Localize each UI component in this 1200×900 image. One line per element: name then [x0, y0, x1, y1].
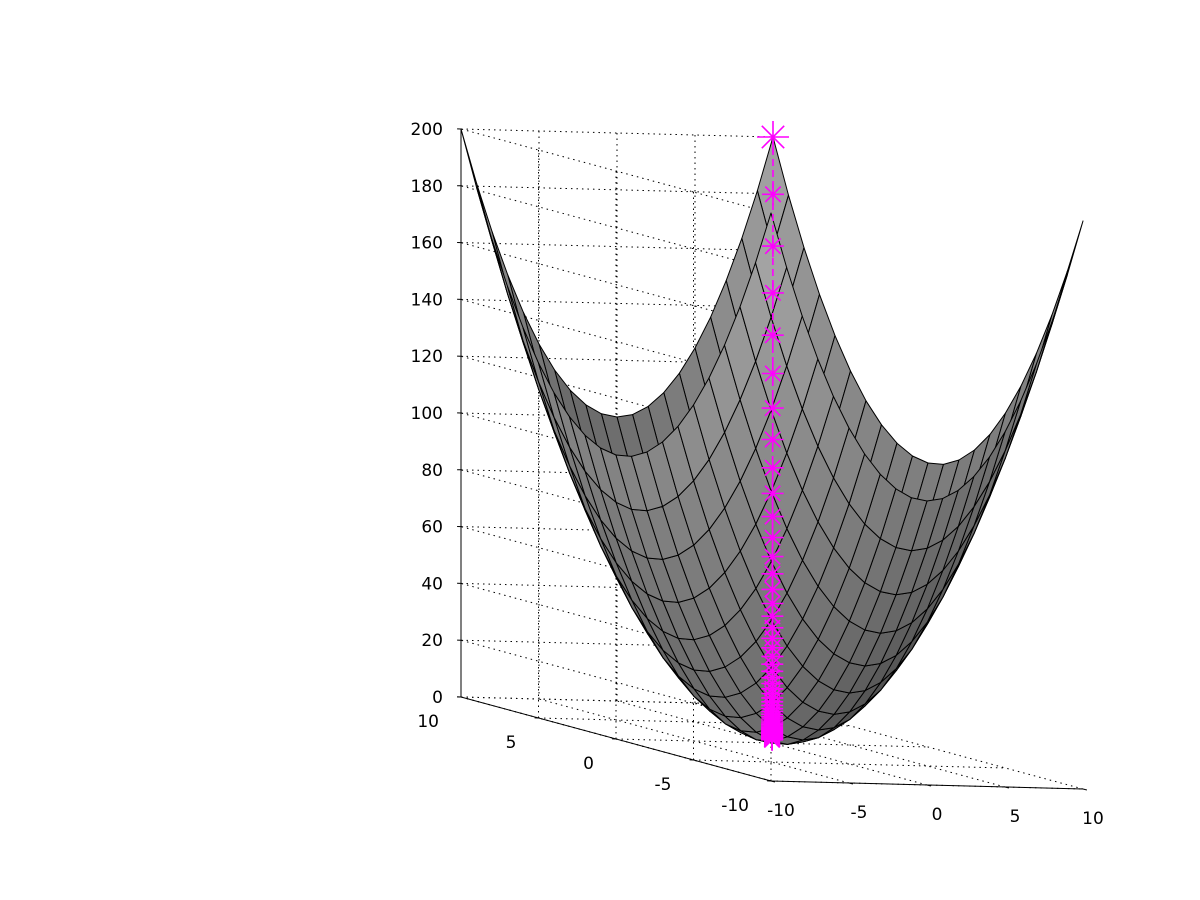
- descent-path-marker: [757, 121, 789, 153]
- z-tick-label: 40: [421, 574, 443, 594]
- grid-line: [460, 242, 772, 328]
- surface-patch: [755, 212, 788, 318]
- axis-line: [1004, 786, 1010, 789]
- grid-line: [460, 582, 772, 668]
- descent-path: [757, 121, 789, 751]
- z-tick-label: 60: [421, 518, 443, 538]
- tick-labels: 020406080100120140160180200-10-50510-10-…: [411, 120, 1104, 829]
- y-tick-label: 10: [417, 712, 439, 732]
- grid-line: [694, 702, 1006, 788]
- grid-line: [460, 128, 772, 214]
- x-tick-label: -5: [851, 803, 868, 823]
- grid-line: [772, 704, 1084, 790]
- descent-path-marker: [761, 482, 784, 505]
- descent-path-marker: [761, 324, 784, 347]
- descent-path-marker: [761, 362, 784, 385]
- descent-path-marker: [761, 397, 784, 420]
- grid-line: [460, 639, 772, 725]
- z-tick-label: 20: [421, 631, 443, 651]
- descent-path-marker: [761, 456, 784, 479]
- z-tick-label: 200: [411, 120, 443, 140]
- z-tick-label: 80: [421, 461, 443, 481]
- x-tick-label: 5: [1010, 807, 1021, 827]
- descent-path-marker: [761, 728, 783, 751]
- surface-mesh: [460, 128, 1084, 745]
- axis-line: [926, 784, 932, 787]
- descent-path-marker: [762, 183, 784, 206]
- y-tick-label: 5: [506, 733, 517, 753]
- axis-line: [848, 782, 854, 785]
- z-tick-label: 180: [411, 177, 443, 197]
- x-tick-label: 10: [1082, 809, 1104, 829]
- grid-line: [460, 355, 772, 441]
- axis-line: [1082, 788, 1088, 791]
- descent-path-marker: [761, 235, 784, 258]
- grid-line: [460, 185, 774, 195]
- grid-line: [460, 298, 772, 384]
- grid-line: [693, 759, 1006, 769]
- x-tick-label: 0: [932, 805, 943, 825]
- grid-line: [460, 185, 772, 271]
- z-tick-label: 0: [432, 688, 443, 708]
- z-tick-label: 100: [411, 404, 443, 424]
- axis-line: [770, 780, 776, 783]
- y-tick-label: -5: [655, 775, 672, 795]
- descent-path-marker: [761, 281, 784, 304]
- descent-path-marker: [761, 505, 784, 528]
- descent-path-marker: [761, 592, 784, 615]
- axis-lines: [457, 128, 1088, 791]
- z-tick-label: 120: [411, 347, 443, 367]
- descent-path-marker: [761, 428, 784, 451]
- y-tick-label: 0: [583, 754, 594, 774]
- z-tick-label: 160: [411, 234, 443, 254]
- y-tick-label: -10: [721, 796, 749, 816]
- descent-path-marker: [761, 526, 784, 549]
- x-tick-label: -10: [767, 801, 795, 821]
- z-tick-label: 140: [411, 290, 443, 310]
